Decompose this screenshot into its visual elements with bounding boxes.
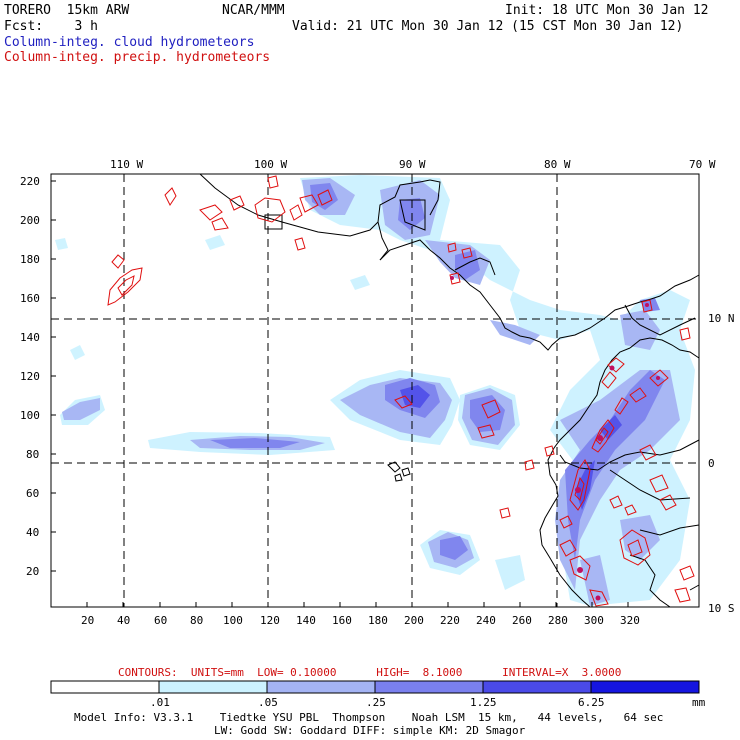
x-tick: 320 <box>620 614 640 627</box>
x-tick: 220 <box>440 614 460 627</box>
init-time: Init: 18 UTC Mon 30 Jan 12 <box>505 3 709 18</box>
x-tick: 100 <box>223 614 243 627</box>
y-tick: 80 <box>26 448 40 461</box>
colorbar <box>50 680 700 694</box>
y-tick: 100 <box>20 409 40 422</box>
precip-contours <box>107 175 695 607</box>
x-tick: 160 <box>332 614 352 627</box>
cloud-shading <box>55 175 695 606</box>
lon-label-80w: 80 W <box>544 158 571 171</box>
x-tick: 40 <box>117 614 131 627</box>
x-tick: 80 <box>190 614 204 627</box>
coastlines <box>199 173 700 608</box>
lon-label-100w: 100 W <box>254 158 288 171</box>
lon-label-70w: 70 W <box>689 158 716 171</box>
field-label-precip: Column-integ. precip. hydrometeors <box>4 50 271 65</box>
lat-lon-grid <box>51 174 699 607</box>
lat-label-10n: 10 N <box>708 312 735 325</box>
forecast-hour: Fcst: 3 h <box>4 19 98 34</box>
precip-cores <box>450 276 660 601</box>
colorbar-label: 1.25 <box>470 696 497 709</box>
y-tick: 140 <box>20 331 40 344</box>
model-physics: LW: Godd SW: Goddard DIFF: simple KM: 2D… <box>214 724 526 737</box>
contour-info: CONTOURS: UNITS=mm LOW= 0.10000 HIGH= 8.… <box>118 666 622 679</box>
y-tick: 40 <box>26 526 40 539</box>
x-tick: 300 <box>584 614 604 627</box>
org-label: NCAR/MMM <box>222 3 285 18</box>
x-tick: 60 <box>154 614 168 627</box>
x-tick: 120 <box>260 614 280 627</box>
colorbar-label: .25 <box>366 696 386 709</box>
x-tick: 140 <box>296 614 316 627</box>
y-tick: 120 <box>20 370 40 383</box>
y-tick: 180 <box>20 253 40 266</box>
y-tick: 20 <box>26 565 40 578</box>
x-tick: 280 <box>548 614 568 627</box>
lon-label-110w: 110 W <box>110 158 144 171</box>
x-tick: 260 <box>512 614 532 627</box>
y-tick: 60 <box>26 487 40 500</box>
valid-time: Valid: 21 UTC Mon 30 Jan 12 (15 CST Mon … <box>292 19 684 34</box>
lat-label-10s: 10 S <box>708 602 735 615</box>
y-tick: 160 <box>20 292 40 305</box>
frame-ticks <box>51 180 629 607</box>
field-label-cloud: Column-integ. cloud hydrometeors <box>4 35 255 50</box>
model-info: Model Info: V3.3.1 Tiedtke YSU PBL Thomp… <box>74 711 664 724</box>
x-tick: 20 <box>81 614 95 627</box>
x-tick: 200 <box>404 614 424 627</box>
x-tick: 240 <box>476 614 496 627</box>
colorbar-label: 6.25 <box>578 696 605 709</box>
colorbar-units: mm <box>692 696 706 709</box>
lat-label-0: 0 <box>708 457 715 470</box>
colorbar-label: .01 <box>150 696 170 709</box>
y-tick: 220 <box>20 175 40 188</box>
lon-label-90w: 90 W <box>399 158 426 171</box>
model-title: TORERO 15km ARW <box>4 3 130 18</box>
y-tick: 200 <box>20 214 40 227</box>
colorbar-label: .05 <box>258 696 278 709</box>
x-tick: 180 <box>368 614 388 627</box>
